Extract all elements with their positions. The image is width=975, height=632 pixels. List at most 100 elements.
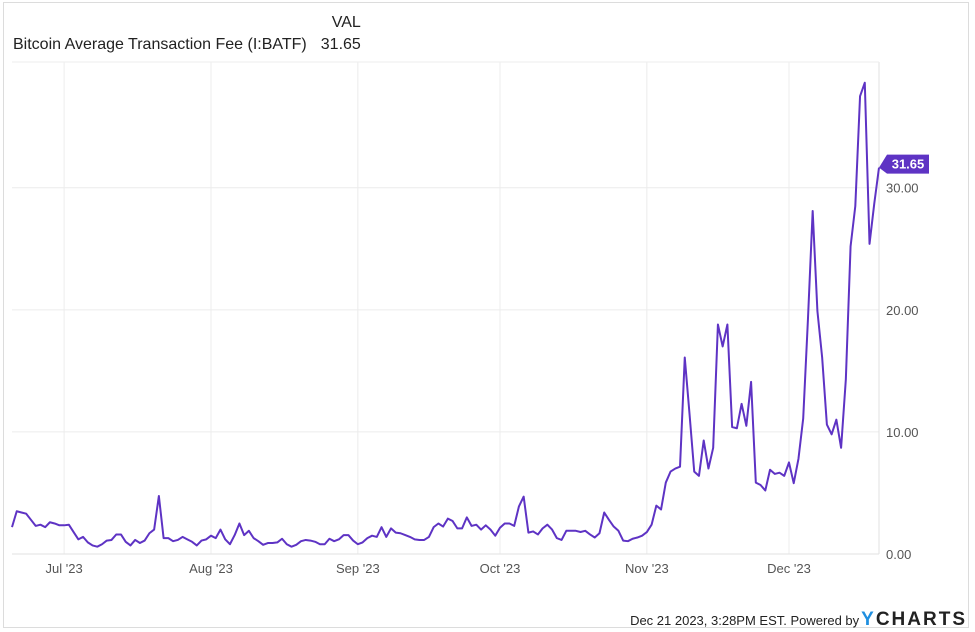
data-point [407, 534, 412, 539]
data-point [161, 536, 166, 541]
data-point [687, 411, 692, 416]
data-point [412, 537, 417, 542]
y-tick-label: 30.00 [886, 181, 919, 196]
data-point [52, 521, 57, 526]
data-point [559, 537, 564, 542]
ycharts-logo[interactable]: YCHARTS [861, 609, 967, 631]
data-point [474, 522, 479, 527]
data-point [583, 528, 588, 533]
data-point [791, 481, 796, 486]
data-point [33, 523, 38, 528]
data-point [208, 533, 213, 538]
data-point [867, 241, 872, 246]
data-point [38, 522, 43, 527]
data-point [739, 401, 744, 406]
data-point [256, 539, 261, 544]
data-point [635, 535, 640, 540]
data-point [232, 533, 237, 538]
data-point [753, 480, 758, 485]
data-point [351, 538, 356, 543]
data-point [280, 536, 285, 541]
data-point [81, 534, 86, 539]
data-point [299, 539, 304, 544]
y-tick-label: 10.00 [886, 425, 919, 440]
data-point [398, 531, 403, 536]
data-point [640, 533, 645, 538]
data-point [450, 519, 455, 524]
data-point [621, 538, 626, 543]
data-point [479, 527, 484, 532]
data-point [526, 530, 531, 535]
data-point [19, 510, 24, 515]
data-point [422, 537, 427, 542]
x-tick-label: Aug '23 [189, 561, 233, 576]
data-point [839, 445, 844, 450]
data-point [682, 355, 687, 360]
data-point [848, 244, 853, 249]
data-point [829, 432, 834, 437]
data-point [289, 544, 294, 549]
data-point [668, 469, 673, 474]
x-tick-label: Sep '23 [336, 561, 380, 576]
data-point [270, 541, 275, 546]
data-point [715, 322, 720, 327]
data-point [223, 537, 228, 542]
series-legend-label[interactable]: Bitcoin Average Transaction Fee (I:BATF) [13, 36, 307, 53]
value-column-header: VAL [331, 14, 361, 31]
data-point [426, 534, 431, 539]
data-point [175, 537, 180, 542]
data-point [644, 530, 649, 535]
data-point [47, 520, 52, 525]
data-point [483, 523, 488, 528]
data-point [152, 527, 157, 532]
data-point [393, 530, 398, 535]
data-point [654, 503, 659, 508]
data-point [284, 542, 289, 547]
data-point [313, 539, 318, 544]
data-point [597, 531, 602, 536]
data-point [843, 377, 848, 382]
data-point [213, 536, 218, 541]
data-point [521, 494, 526, 499]
data-point [588, 532, 593, 537]
data-point [535, 532, 540, 537]
data-point [374, 534, 379, 539]
data-point [308, 538, 313, 543]
data-point [464, 515, 469, 520]
data-point [531, 529, 536, 534]
data-point [275, 540, 280, 545]
data-point [554, 536, 559, 541]
data-point [630, 536, 635, 541]
data-point [10, 525, 15, 530]
data-point [242, 533, 247, 538]
data-point [663, 480, 668, 485]
chart-frame [3, 2, 969, 628]
data-point [227, 542, 232, 547]
data-point [469, 523, 474, 528]
data-point [57, 523, 62, 528]
data-point [749, 379, 754, 384]
data-point [190, 539, 195, 544]
data-point [606, 517, 611, 522]
data-point [602, 510, 607, 515]
data-point [355, 542, 360, 547]
data-point [853, 204, 858, 209]
data-point [706, 466, 711, 471]
data-point [834, 417, 839, 422]
data-point [194, 543, 199, 548]
data-point [336, 537, 341, 542]
data-point [261, 542, 266, 547]
data-point [95, 544, 100, 549]
data-point [815, 309, 820, 314]
data-point [317, 542, 322, 547]
data-point [104, 538, 109, 543]
data-point [545, 522, 550, 527]
data-point [142, 538, 147, 543]
data-point [696, 473, 701, 478]
data-point [786, 460, 791, 465]
data-point [872, 201, 877, 206]
data-point [824, 422, 829, 427]
data-point [346, 533, 351, 538]
y-tick-label: 20.00 [886, 303, 919, 318]
data-point [114, 532, 119, 537]
